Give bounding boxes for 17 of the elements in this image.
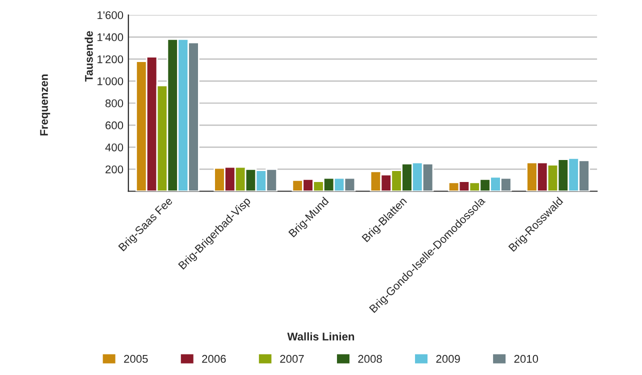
legend-label: 2010 [514, 354, 538, 363]
legend-label: 2006 [202, 354, 226, 363]
y-tick-label: 400 [105, 143, 124, 152]
y-tick-label: 800 [105, 99, 124, 108]
x-axis-title: Wallis Linien [287, 332, 354, 340]
y-axis-title: Frequenzen [40, 74, 50, 136]
legend-label: 2008 [358, 354, 382, 363]
legend-label: 2007 [280, 354, 304, 363]
y-tick-label: 1'600 [98, 11, 124, 20]
text: Tausende [84, 31, 93, 82]
y-tick-label: 1'200 [98, 55, 124, 64]
y-tick-label: 600 [106, 121, 124, 130]
y-tick-label: 1'400 [98, 33, 124, 42]
legend-label: 2005 [124, 354, 148, 363]
y-tick-label: 1'000 [98, 77, 124, 86]
y-tick-label: 200 [106, 165, 124, 174]
legend-label: 2009 [436, 354, 460, 363]
